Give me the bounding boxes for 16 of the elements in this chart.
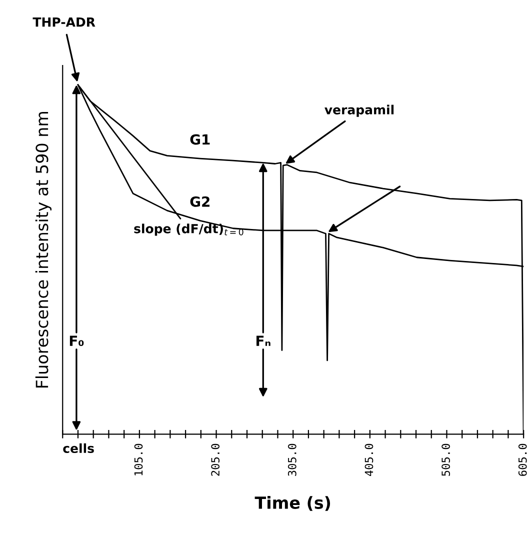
- annotation: verapamil: [324, 104, 394, 117]
- annotation: slope (dF/dt)$_{t=0}$: [134, 224, 244, 236]
- series-label: G2: [190, 196, 210, 207]
- text: cells: [63, 443, 94, 454]
- x-tick-label: 305.0: [288, 444, 296, 476]
- x-tick-label: 405.0: [364, 444, 374, 476]
- x-axis-title: Time (s): [254, 496, 330, 511]
- x-tick-label: 205.0: [211, 444, 220, 476]
- x-tick-label: 505.0: [442, 444, 450, 476]
- annotation: Fₙ: [256, 336, 270, 346]
- annotation: THP-ADR: [32, 18, 96, 27]
- x-tick-label: 105.0: [134, 444, 143, 476]
- annotation: F₀: [70, 336, 84, 346]
- series-label: G1: [190, 134, 210, 145]
- x-tick-label: 605.0: [518, 444, 527, 476]
- y-axis-title: Fluorescence intensity at 590 nm: [35, 112, 52, 388]
